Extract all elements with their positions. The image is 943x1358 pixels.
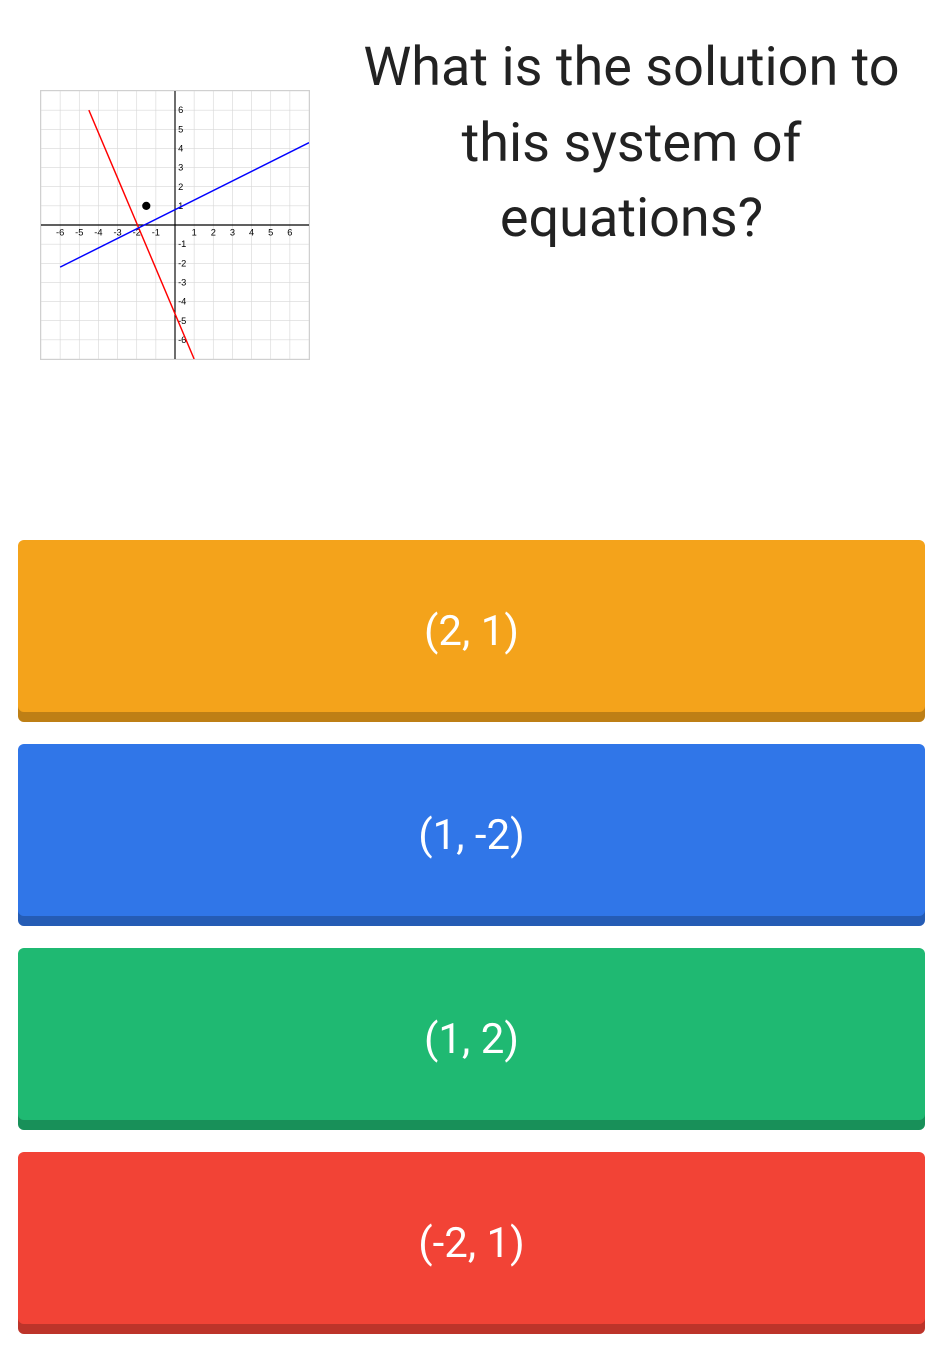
- answer-label-2: (1, 2): [424, 1015, 519, 1064]
- answers-container: (2, 1) (1, -2) (1, 2) (-2, 1): [0, 480, 943, 1334]
- svg-text:4: 4: [178, 144, 183, 154]
- answer-option-3[interactable]: (-2, 1): [18, 1152, 925, 1334]
- svg-text:-2: -2: [178, 258, 186, 268]
- svg-text:-3: -3: [113, 227, 121, 237]
- graph-svg: -6-5-4-3-2-1123456654321-1-2-3-4-5-6: [41, 91, 309, 359]
- svg-text:-1: -1: [178, 239, 186, 249]
- svg-text:2: 2: [178, 182, 183, 192]
- answer-label-0: (2, 1): [424, 607, 519, 656]
- svg-text:6: 6: [178, 105, 183, 115]
- graph-image: -6-5-4-3-2-1123456654321-1-2-3-4-5-6: [40, 90, 310, 360]
- answer-option-1[interactable]: (1, -2): [18, 744, 925, 926]
- svg-text:-1: -1: [152, 227, 160, 237]
- answer-option-0[interactable]: (2, 1): [18, 540, 925, 722]
- answer-option-2[interactable]: (1, 2): [18, 948, 925, 1130]
- question-text: What is the solution to this system of e…: [340, 20, 923, 257]
- svg-text:3: 3: [178, 163, 183, 173]
- svg-text:5: 5: [178, 124, 183, 134]
- svg-text:-6: -6: [56, 227, 64, 237]
- svg-text:-4: -4: [178, 297, 186, 307]
- svg-text:-5: -5: [75, 227, 83, 237]
- svg-text:3: 3: [230, 227, 235, 237]
- svg-text:4: 4: [249, 227, 254, 237]
- answer-label-1: (1, -2): [418, 811, 525, 860]
- svg-text:5: 5: [268, 227, 273, 237]
- svg-text:-3: -3: [178, 278, 186, 288]
- svg-text:2: 2: [211, 227, 216, 237]
- svg-text:1: 1: [192, 227, 197, 237]
- svg-text:6: 6: [287, 227, 292, 237]
- answer-label-3: (-2, 1): [418, 1219, 525, 1268]
- question-area: -6-5-4-3-2-1123456654321-1-2-3-4-5-6 Wha…: [0, 0, 943, 480]
- svg-text:-4: -4: [94, 227, 102, 237]
